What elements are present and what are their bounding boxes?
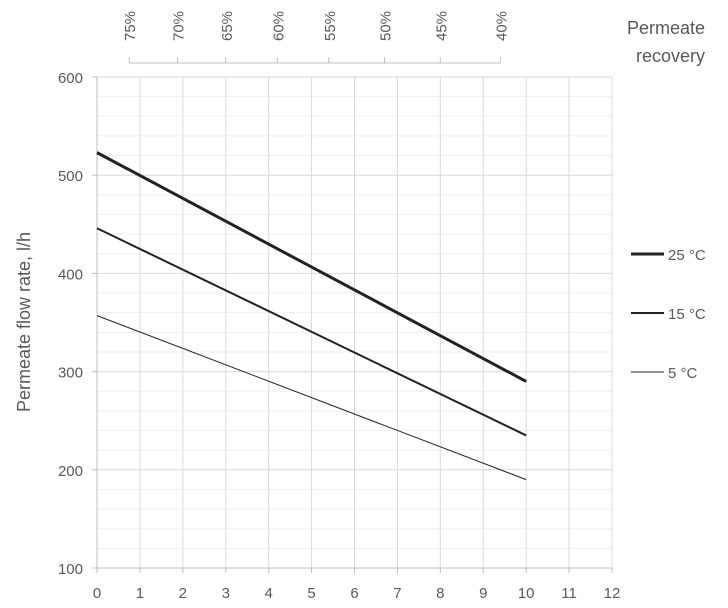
- legend: 25 °C 15 °C 5 °C: [631, 247, 706, 382]
- secondary-tick-label: 75%: [122, 11, 139, 41]
- axes: [92, 76, 613, 573]
- secondary-tick-label: 55%: [322, 11, 339, 41]
- series-layer: [96, 151, 527, 481]
- legend-label: 5 °C: [668, 365, 698, 382]
- x-tick-label: 11: [561, 585, 577, 602]
- secondary-tick-label: 65%: [219, 11, 236, 41]
- legend-label: 25 °C: [668, 247, 706, 264]
- major-grid: [97, 76, 613, 568]
- secondary-axis: 75% 70% 65% 60% 55% 50% 45% 40%: [122, 11, 510, 64]
- legend-label: 15 °C: [668, 306, 706, 323]
- secondary-tick-label: 50%: [378, 11, 395, 41]
- x-tick-label: 7: [393, 585, 401, 602]
- y-axis-title: Permeate flow rate, l/h: [14, 232, 34, 412]
- y-tick-label: 200: [58, 463, 83, 480]
- secondary-tick-label: 60%: [270, 11, 287, 41]
- y-tick-label: 400: [58, 266, 83, 283]
- secondary-axis-title-line-1: Permeate: [627, 18, 705, 38]
- x-tick-label: 0: [93, 585, 101, 602]
- y-tick-label: 500: [58, 168, 83, 185]
- series-line: [96, 315, 527, 481]
- y-tick-label: 300: [58, 365, 83, 382]
- x-tick-label: 8: [436, 585, 444, 602]
- x-tick-label: 12: [604, 585, 621, 602]
- y-tick-label: 600: [58, 70, 83, 87]
- y-tick-label: 100: [58, 561, 83, 578]
- x-tick-label: 3: [222, 585, 230, 602]
- series-line: [96, 227, 527, 437]
- secondary-axis-title-line-2: recovery: [636, 46, 705, 66]
- x-tick-label: 10: [518, 585, 535, 602]
- secondary-tick-label: 45%: [433, 11, 450, 41]
- x-tick-label: 2: [179, 585, 187, 602]
- series-line: [96, 151, 527, 383]
- x-tick-label: 9: [479, 585, 487, 602]
- x-tick-label: 4: [264, 585, 272, 602]
- x-tick-label: 1: [136, 585, 144, 602]
- secondary-tick-label: 70%: [171, 11, 188, 41]
- x-tick-label: 5: [307, 585, 315, 602]
- secondary-tick-label: 40%: [493, 11, 510, 41]
- x-tick-label: 6: [350, 585, 358, 602]
